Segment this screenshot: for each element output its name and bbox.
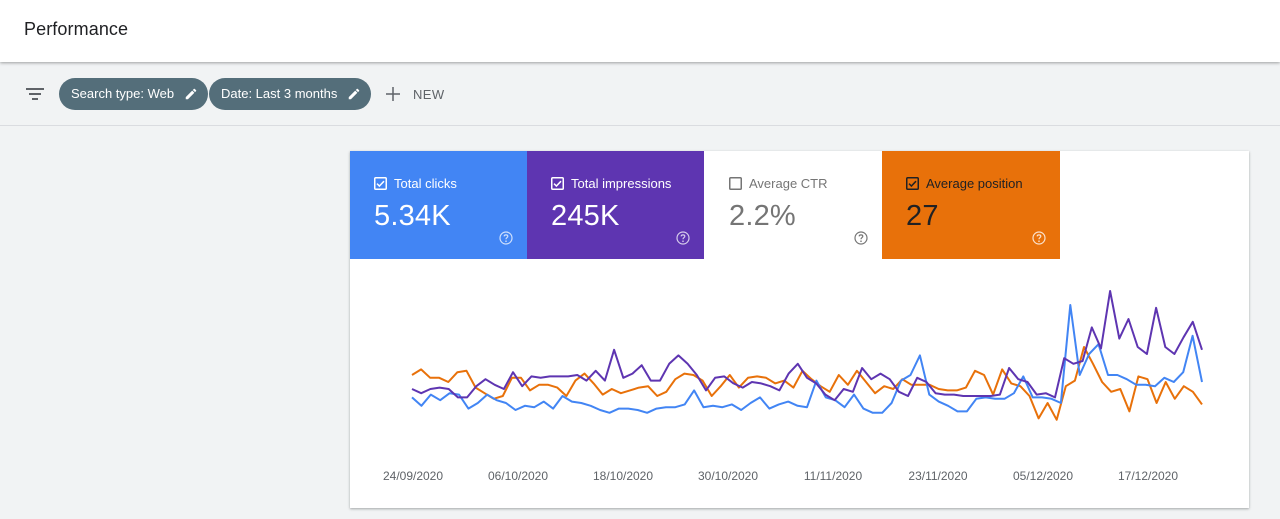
checkbox-unchecked-icon[interactable] [729,177,742,190]
help-icon[interactable] [499,231,513,245]
metric-label: Average CTR [749,176,828,191]
date-chip[interactable]: Date: Last 3 months [209,78,372,110]
pencil-icon [349,88,360,100]
page-header: Performance [0,0,1280,62]
x-tick-label: 11/11/2020 [804,469,863,483]
metric-total-impressions[interactable]: Total impressions 245K [527,151,704,259]
search-type-chip[interactable]: Search type: Web [59,78,209,110]
plus-icon [386,87,400,101]
performance-card: Total clicks 5.34K Total impressions 245… [350,151,1249,508]
series-line-total-clicks[interactable] [411,304,1203,414]
metric-label: Total impressions [571,176,672,191]
metric-total-clicks[interactable]: Total clicks 5.34K [350,151,527,259]
checkbox-checked-icon[interactable] [551,177,564,190]
metric-average-position[interactable]: Average position 27 [882,151,1060,259]
x-tick-label: 24/09/2020 [383,469,443,483]
help-icon[interactable] [676,231,690,245]
series-layer [411,290,1203,421]
metric-value: 27 [906,200,939,232]
metric-label: Total clicks [394,176,457,191]
new-filter-button[interactable]: NEW [384,82,445,106]
help-icon[interactable] [1032,231,1046,245]
metric-value: 5.34K [374,200,451,232]
metric-average-ctr[interactable]: Average CTR 2.2% [705,151,882,259]
metric-value: 2.2% [729,200,796,232]
help-icon[interactable] [854,231,868,245]
checkbox-checked-icon[interactable] [906,177,919,190]
x-tick-label: 23/11/2020 [908,469,967,483]
x-tick-label: 18/10/2020 [593,469,653,483]
pencil-icon [185,88,197,100]
x-axis-ticks: 24/09/2020 06/10/2020 18/10/2020 30/10/2020… [383,469,1178,483]
metric-label: Average position [926,176,1023,191]
date-chip-label: Date: Last 3 months [221,86,338,101]
checkbox-checked-icon[interactable] [374,177,387,190]
series-line-average-position[interactable] [411,346,1203,421]
filter-icon[interactable] [24,86,46,102]
metric-value: 245K [551,200,620,232]
x-tick-label: 30/10/2020 [698,469,758,483]
filter-bar: Search type: Web Date: Last 3 months NEW [0,62,1280,126]
search-type-chip-label: Search type: Web [71,86,175,101]
new-filter-label: NEW [413,86,445,102]
page-title: Performance [24,19,129,39]
x-tick-label: 05/12/2020 [1013,469,1073,483]
performance-chart[interactable]: 24/09/2020 06/10/2020 18/10/2020 30/10/2020… [350,259,1249,508]
series-line-total-impressions[interactable] [411,290,1203,402]
x-tick-label: 06/10/2020 [488,469,548,483]
x-tick-label: 17/12/2020 [1118,469,1178,483]
